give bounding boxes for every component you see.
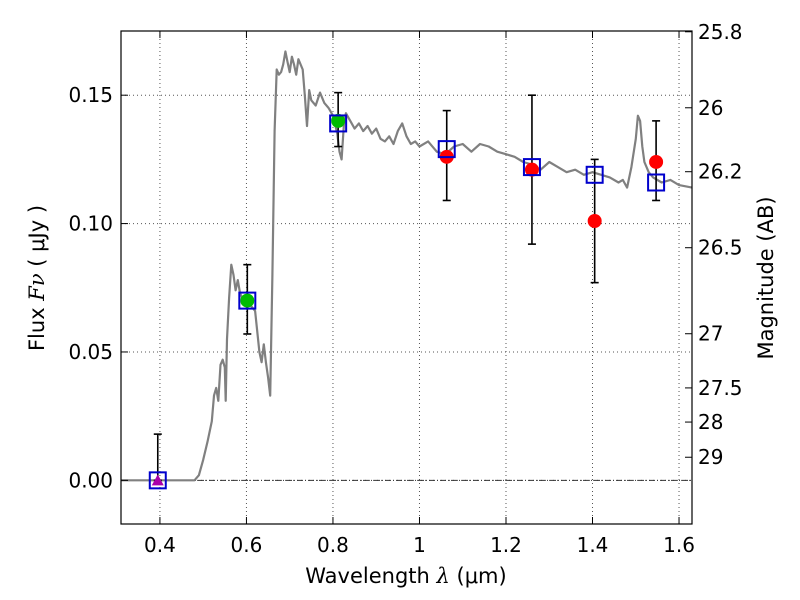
magnitude-tick-label: 26.5 — [698, 236, 743, 260]
magnitude-tick-label: 27.5 — [698, 376, 743, 400]
observed-point-J — [524, 162, 539, 177]
y-tick-label: 0.10 — [68, 212, 113, 236]
y-tick-label: 0.05 — [68, 340, 113, 364]
y-axis-label: Flux Fν ( μJy ) — [25, 205, 49, 351]
observed-point-H — [649, 154, 664, 169]
x-ticks: 0.4 0.6 0.8 1 1.2 1.4 1.6 — [144, 31, 695, 557]
model-photometry-square — [522, 158, 541, 177]
sed-model-layer — [121, 50, 693, 482]
x-tick-label: 1.4 — [577, 533, 609, 557]
x-tick-label: 0.6 — [231, 533, 263, 557]
x-axis-label: Wavelength λ (μm) — [305, 564, 506, 588]
magnitude-tick-label: 26.2 — [698, 160, 743, 184]
magnitude-ticks: 25.8 26 26.2 26.5 27 27.5 28 29 — [685, 20, 743, 469]
plot-frame — [120, 30, 693, 525]
model-photometry-square — [585, 165, 604, 184]
model-photometry-layer — [148, 114, 666, 490]
x-tick-label: 1.2 — [490, 533, 522, 557]
y-ticks: 0.00 0.05 0.10 0.15 — [68, 83, 128, 492]
magnitude-axis-label: Magnitude (AB) — [754, 196, 778, 359]
magnitude-tick-label: 28 — [698, 410, 723, 434]
magnitude-tick-label: 25.8 — [698, 20, 743, 44]
model-photometry-square — [148, 471, 167, 490]
observed-point-V — [240, 293, 255, 308]
magnitude-tick-label: 29 — [698, 445, 723, 469]
observed-point-JH — [587, 214, 602, 229]
model-photometry-square — [238, 291, 257, 310]
model-photometry-square — [437, 140, 456, 159]
model-photometry-square — [647, 173, 666, 192]
x-tick-label: 1.6 — [663, 533, 695, 557]
observations-layer — [151, 113, 664, 486]
magnitude-tick-label: 26 — [698, 96, 723, 120]
x-tick-label: 0.4 — [144, 533, 176, 557]
y-tick-label: 0.00 — [68, 468, 113, 492]
magnitude-tick-label: 27 — [698, 322, 723, 346]
sed-model-line — [121, 50, 693, 482]
observed-point-B — [151, 474, 164, 486]
x-tick-label: 0.8 — [317, 533, 349, 557]
model-photometry-square — [329, 114, 348, 133]
y-tick-label: 0.15 — [68, 83, 113, 107]
x-tick-label: 1 — [413, 533, 426, 557]
observed-point-I — [331, 113, 346, 128]
